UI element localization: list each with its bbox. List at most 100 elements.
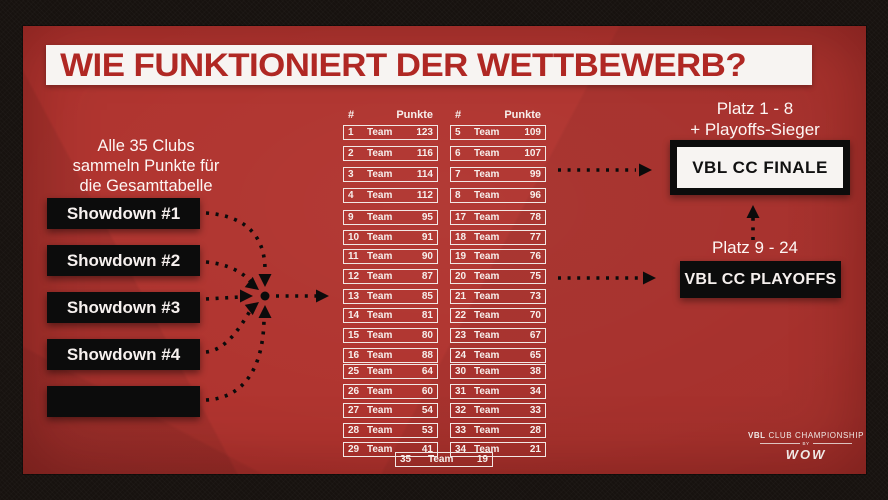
rank-cell: 14	[348, 310, 360, 322]
points-cell: 53	[421, 424, 433, 436]
points-cell: 60	[421, 385, 433, 397]
playoffs-heading: Platz 9 - 24	[712, 238, 798, 257]
rank-cell: 19	[455, 251, 467, 263]
rank-cell: 10	[348, 231, 360, 243]
points-cell: 96	[529, 190, 541, 201]
table-row: 13 Team 85	[343, 288, 438, 304]
team-cell: Team	[474, 405, 500, 416]
points-cell: 64	[421, 366, 433, 377]
showdown-box: Showdown #4	[47, 339, 200, 370]
team-cell: Team	[474, 127, 500, 138]
rank-cell: 5	[455, 127, 461, 138]
team-cell: Team	[367, 366, 393, 377]
standings-group-17-24: 17 Team 78 18 Team 77 19 Team 76 20 Team…	[450, 210, 546, 363]
finale-box: VBL CC FINALE	[670, 140, 850, 195]
showdown-label: Showdown #2	[66, 250, 181, 270]
team-cell: Team	[474, 190, 500, 201]
points-cell: 38	[529, 366, 541, 377]
team-cell: Team	[474, 349, 500, 361]
points-cell: 88	[421, 349, 433, 361]
table-row: 4 Team 112	[343, 188, 438, 203]
table-row: 20 Team 75	[450, 269, 546, 285]
table-header-left: # Punkte	[343, 108, 438, 122]
rank-cell: 13	[348, 290, 360, 302]
showdown-box: Showdown #3	[47, 292, 200, 323]
points-cell: 33	[529, 405, 541, 416]
rank-cell: 21	[455, 290, 467, 302]
table-row: 24 Team 65	[450, 347, 546, 363]
points-cell: 75	[529, 271, 541, 283]
intro-text: Alle 35 Clubs sammeln Punkte für die Ges…	[40, 136, 252, 196]
rank-cell: 23	[455, 330, 467, 342]
rank-cell: 17	[455, 212, 467, 223]
table-row: 1 Team 123	[343, 125, 438, 140]
table-row: 21 Team 73	[450, 288, 546, 304]
rank-cell: 6	[455, 148, 461, 159]
table-row: 2 Team 116	[343, 146, 438, 161]
brand-text: VBL CLUB CHAMPIONSHIP BY WOW	[748, 431, 864, 462]
finale-heading-line: + Playoffs-Sieger	[690, 119, 820, 139]
team-cell: Team	[367, 290, 393, 302]
table-row: 27 Team 54	[343, 403, 438, 418]
intro-line: Alle 35 Clubs	[97, 137, 195, 155]
points-cell: 19	[476, 454, 488, 465]
rank-cell: 1	[348, 127, 354, 138]
rank-cell: 16	[348, 349, 360, 361]
rank-cell: 15	[348, 330, 360, 342]
table-row: 28 Team 53	[343, 422, 438, 438]
team-cell: Team	[474, 444, 500, 455]
team-cell: Team	[474, 310, 500, 322]
points-cell: 67	[529, 330, 541, 342]
rank-cell: 24	[455, 349, 467, 361]
table-row: 9 Team 95	[343, 210, 438, 225]
rank-cell: 22	[455, 310, 467, 322]
table-row: 6 Team 107	[450, 146, 546, 161]
points-cell: 70	[529, 310, 541, 322]
rank-cell: 32	[455, 405, 467, 416]
points-cell: 21	[529, 444, 541, 455]
points-cell: 34	[529, 385, 541, 397]
points-cell: 123	[416, 127, 433, 138]
wow-logo-text: WOW	[785, 447, 827, 462]
playoffs-box: VBL CC PLAYOFFS	[680, 261, 841, 298]
points-cell: 87	[421, 271, 433, 283]
table-row: 29 Team 41	[343, 442, 438, 457]
points-cell: 116	[416, 148, 433, 159]
table-row: 15 Team 80	[343, 328, 438, 344]
team-cell: Team	[474, 251, 500, 263]
points-cell: 78	[529, 212, 541, 223]
standings-group-30-34: 30 Team 38 31 Team 34 32 Team 33 33 Team…	[450, 364, 546, 457]
team-cell: Team	[367, 349, 393, 361]
table-row: 19 Team 76	[450, 249, 546, 265]
table-row: 22 Team 70	[450, 308, 546, 324]
table-row: 8 Team 96	[450, 188, 546, 203]
rank-cell: 4	[348, 190, 354, 201]
points-cell: 95	[421, 212, 433, 223]
rank-cell: 9	[348, 212, 354, 223]
points-cell: 28	[529, 424, 541, 436]
intro-line: sammeln Punkte für	[72, 157, 220, 176]
rank-cell: 11	[348, 251, 359, 263]
brand-lockup: VBL CLUB CHAMPIONSHIP BY WOW	[742, 431, 863, 462]
rank-cell: 18	[455, 231, 467, 243]
rank-cell: 7	[455, 169, 461, 180]
points-header: Punkte	[396, 109, 433, 121]
rank-cell: 31	[455, 385, 467, 397]
team-cell: Team	[428, 454, 454, 465]
team-cell: Team	[474, 169, 500, 180]
rank-cell: 8	[455, 190, 461, 201]
intro-line: die Gesamttabelle	[79, 177, 213, 196]
title-banner: WIE FUNKTIONIERT DER WETTBEWERB?	[46, 45, 812, 85]
showdown-box: Showdown #1	[47, 198, 200, 229]
points-cell: 41	[421, 444, 433, 455]
table-row: 10 Team 91	[343, 229, 438, 245]
table-row: 34 Team 21	[450, 442, 546, 457]
table-row: 11 Team 90	[343, 249, 438, 265]
team-cell: Team	[474, 366, 500, 377]
points-cell: 107	[524, 148, 541, 159]
points-cell: 99	[529, 169, 541, 180]
points-cell: 73	[529, 290, 541, 302]
points-cell: 91	[421, 231, 433, 243]
table-row: 17 Team 78	[450, 210, 546, 225]
